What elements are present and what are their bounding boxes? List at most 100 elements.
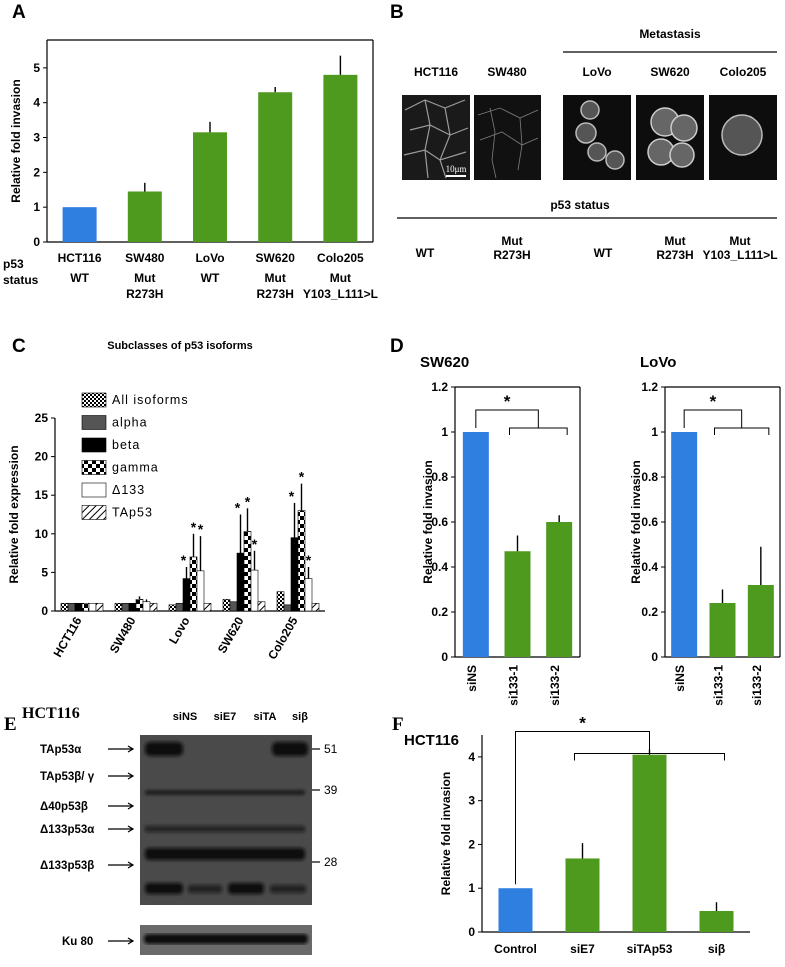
y-tick-label: 1.2 [431, 380, 448, 394]
y-tick-label: 0 [468, 925, 475, 939]
bar [196, 570, 205, 612]
bar [203, 602, 212, 612]
bar [311, 602, 320, 612]
marker-label: 28 [324, 855, 338, 869]
status-label: Mut [664, 234, 685, 248]
micrographs [397, 51, 777, 219]
status-title: p53 status [550, 198, 610, 212]
status-label: R273H [126, 287, 163, 301]
bar [142, 601, 151, 612]
y-tick-label: 3 [468, 794, 475, 808]
y-tick-label: 10 [35, 527, 49, 541]
legend-swatch [81, 392, 107, 408]
legend-label: All isoforms [112, 393, 189, 407]
bar [258, 92, 293, 242]
bar [121, 602, 130, 612]
chart-title: HCT116 [404, 732, 459, 749]
y-tick-label: 0.4 [641, 560, 658, 574]
legend-label: Δ133 [112, 483, 145, 497]
significance: * [299, 469, 305, 485]
significance: * [181, 552, 187, 568]
bar [498, 888, 533, 932]
legend-swatch [81, 505, 107, 520]
significance-bracket [515, 730, 650, 885]
band-label: Δ40p53β [40, 801, 88, 813]
significance-bracket [574, 752, 725, 761]
band-label: Δ133p53β [40, 860, 94, 872]
significance-bracket [509, 427, 568, 435]
panel-label: E [4, 714, 17, 735]
bar [222, 599, 231, 612]
y-tick-label: 15 [35, 488, 49, 502]
band-arrow [108, 937, 135, 945]
bar [283, 604, 292, 612]
bar [88, 602, 97, 612]
y-tick-label: 0.2 [641, 605, 658, 619]
bar [175, 602, 184, 612]
x-tick-label: siNS [673, 665, 687, 692]
bar [81, 602, 90, 612]
significance-bracket [475, 409, 539, 428]
status-label: Mut [729, 234, 750, 248]
legend-swatch [81, 482, 107, 498]
bar [632, 754, 667, 932]
significance: * [579, 713, 586, 732]
bar [149, 602, 158, 612]
y-tick-label: 4 [33, 96, 40, 110]
bar [504, 551, 531, 657]
bar [546, 522, 573, 657]
band-label: TAp53β/ γ [40, 771, 95, 783]
micrograph [474, 95, 541, 180]
bar [709, 603, 736, 657]
x-tick-label: si133-2 [750, 665, 764, 706]
status-label: R273H [656, 248, 693, 262]
bar [67, 602, 76, 612]
bar [297, 510, 306, 612]
y-tick-label: 0.8 [641, 470, 658, 484]
significance-bracket [683, 409, 743, 428]
legend-label: alpha [112, 416, 148, 430]
y-axis-label: Relative fold invasion [629, 460, 643, 583]
bar [276, 591, 285, 612]
bar [229, 601, 238, 612]
x-tick-label: Colo205 [317, 251, 364, 265]
y-axis-label: Relative fold invasion [439, 772, 453, 895]
status-label: R273H [257, 287, 294, 301]
bar [135, 599, 144, 612]
cell-line: SW480 [487, 65, 527, 79]
chart-title: Subclasses of p53 isoforms [107, 340, 253, 352]
y-tick-label: 25 [35, 411, 49, 425]
marker-label: 39 [324, 783, 338, 797]
bar [747, 585, 774, 657]
y-tick-label: 2 [33, 165, 40, 179]
significance: * [289, 488, 295, 504]
bar [193, 132, 227, 242]
lane-label: siNS [173, 711, 197, 723]
legend-label: gamma [112, 461, 159, 475]
row-label: status [3, 273, 39, 287]
y-axis-label: Relative fold invasion [9, 79, 23, 202]
x-tick-label: siTAp53 [627, 942, 673, 956]
status-label: R273H [493, 248, 530, 262]
bar [95, 602, 104, 612]
significance: * [504, 392, 511, 411]
panel-label: A [12, 2, 26, 23]
significance: * [191, 519, 197, 535]
x-tick-label: siβ [708, 942, 725, 956]
status-label: Mut [330, 271, 351, 285]
bar [250, 569, 259, 612]
y-tick-label: 0.8 [431, 470, 448, 484]
group-title: Metastasis [639, 27, 701, 41]
y-tick-label: 0.6 [431, 515, 448, 529]
y-tick-label: 1 [33, 200, 40, 214]
bar [304, 578, 313, 612]
y-tick-label: 0 [651, 650, 658, 664]
x-tick-label: Lovo [166, 615, 192, 647]
cell-line: HCT116 [22, 705, 80, 722]
y-tick-label: 0 [441, 650, 448, 664]
y-axis-label: Relative fold expression [7, 445, 21, 583]
bar [243, 531, 252, 612]
x-tick-label: SW620 [215, 614, 247, 655]
y-tick-label: 2 [468, 837, 475, 851]
